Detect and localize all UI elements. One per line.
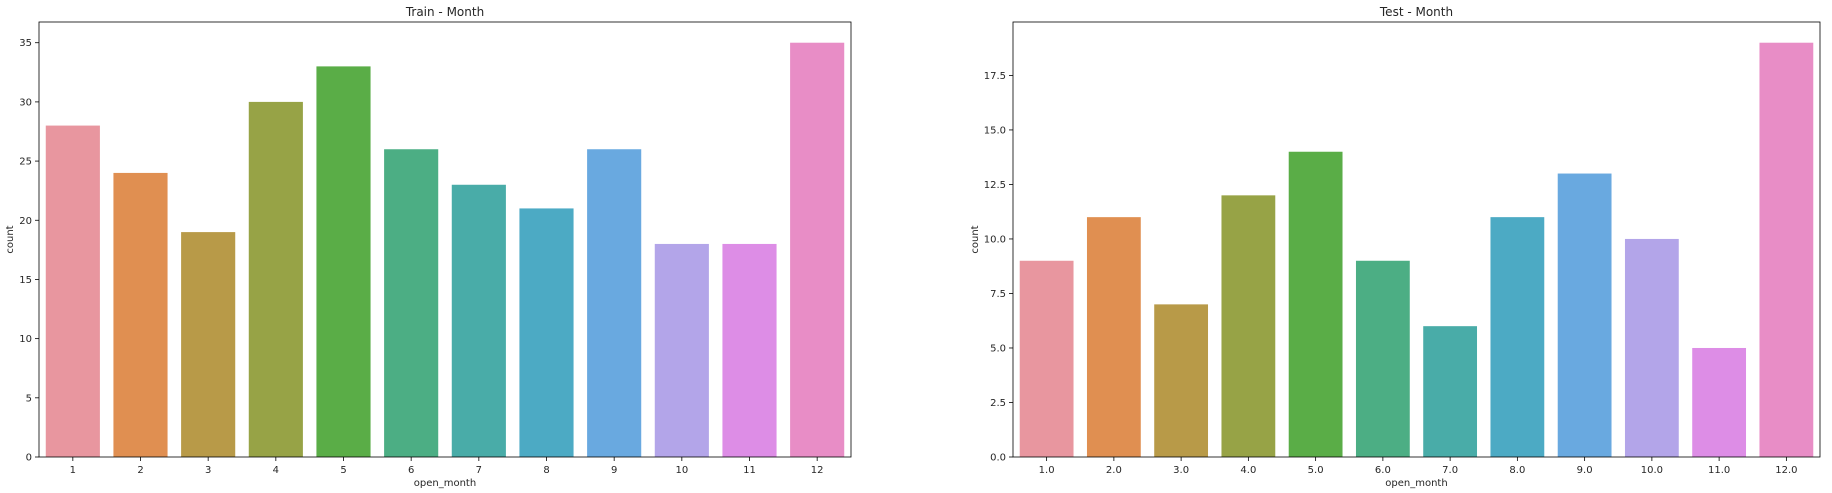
bar-8.0 bbox=[1490, 217, 1545, 457]
y-tick-label: 5.0 bbox=[990, 343, 1006, 354]
bar-5 bbox=[316, 66, 371, 457]
x-tick-label: 2.0 bbox=[1106, 465, 1122, 476]
bar-4.0 bbox=[1221, 195, 1276, 457]
y-tick-label: 0.0 bbox=[990, 453, 1006, 464]
x-tick-label: 12.0 bbox=[1775, 465, 1797, 476]
y-axis-label: count bbox=[5, 225, 16, 253]
bar-3 bbox=[181, 232, 236, 457]
x-tick-label: 11.0 bbox=[1708, 465, 1730, 476]
x-tick-label: 5.0 bbox=[1308, 465, 1324, 476]
x-tick-label: 2 bbox=[137, 465, 143, 476]
y-tick-label: 15 bbox=[19, 275, 32, 286]
y-tick-label: 10.0 bbox=[984, 234, 1006, 245]
bar-9 bbox=[587, 149, 642, 458]
bar-7.0 bbox=[1423, 326, 1478, 457]
bar-1 bbox=[45, 125, 100, 457]
y-tick-label: 5 bbox=[26, 393, 32, 404]
x-tick-label: 9 bbox=[611, 465, 617, 476]
y-axis-label: count bbox=[970, 225, 981, 253]
y-tick-label: 10 bbox=[19, 334, 32, 345]
x-tick-label: 4.0 bbox=[1240, 465, 1256, 476]
chart-title: Test - Month bbox=[1379, 5, 1453, 19]
bar-6.0 bbox=[1355, 260, 1410, 457]
y-tick-label: 35 bbox=[19, 38, 32, 49]
bar-11.0 bbox=[1692, 347, 1747, 457]
bar-5.0 bbox=[1288, 151, 1343, 458]
x-tick-label: 8.0 bbox=[1509, 465, 1525, 476]
y-tick-label: 2.5 bbox=[990, 398, 1006, 409]
bar-12.0 bbox=[1759, 42, 1814, 458]
x-tick-label: 5 bbox=[340, 465, 346, 476]
bar-4 bbox=[248, 101, 303, 458]
bar-9.0 bbox=[1557, 173, 1612, 458]
y-tick-label: 15.0 bbox=[984, 125, 1006, 136]
plot-frame bbox=[1012, 21, 1821, 458]
y-tick-label: 20 bbox=[19, 216, 32, 227]
x-tick-label: 4 bbox=[273, 465, 279, 476]
bar-10 bbox=[654, 243, 709, 457]
x-tick-label: 10.0 bbox=[1641, 465, 1663, 476]
y-tick-label: 7.5 bbox=[990, 289, 1006, 300]
x-tick-label: 8 bbox=[543, 465, 549, 476]
bar-2.0 bbox=[1086, 217, 1141, 457]
x-tick-label: 7.0 bbox=[1442, 465, 1458, 476]
x-tick-label: 3.0 bbox=[1173, 465, 1189, 476]
x-tick-label: 12 bbox=[811, 465, 824, 476]
x-tick-label: 6.0 bbox=[1375, 465, 1391, 476]
x-tick-label: 10 bbox=[675, 465, 688, 476]
y-tick-label: 25 bbox=[19, 157, 32, 168]
y-tick-label: 30 bbox=[19, 97, 32, 108]
bar-8 bbox=[519, 208, 574, 457]
bar-10.0 bbox=[1624, 238, 1679, 457]
y-tick-label: 0 bbox=[26, 453, 32, 464]
x-tick-label: 11 bbox=[743, 465, 756, 476]
chart-title: Train - Month bbox=[405, 5, 484, 19]
chart-panel-2: 0.0 2.5 5.0 7.5 10.0 12.5 15.0 17.5 1.0 2.0 3.0 4.0… bbox=[970, 5, 1821, 489]
x-tick-label: 7 bbox=[476, 465, 482, 476]
x-tick-label: 9.0 bbox=[1577, 465, 1593, 476]
x-tick-label: 1 bbox=[70, 465, 76, 476]
bar-1.0 bbox=[1019, 260, 1074, 457]
bar-6 bbox=[384, 149, 439, 458]
bar-3.0 bbox=[1154, 304, 1209, 457]
bar-7 bbox=[451, 184, 506, 457]
bar-11 bbox=[722, 243, 777, 457]
y-tick-label: 17.5 bbox=[984, 71, 1006, 82]
y-tick-label: 12.5 bbox=[984, 180, 1006, 191]
bar-12 bbox=[790, 42, 845, 458]
plot-frame bbox=[38, 21, 852, 458]
x-tick-label: 3 bbox=[205, 465, 211, 476]
x-tick-label: 1.0 bbox=[1039, 465, 1055, 476]
x-axis-label: open_month bbox=[414, 478, 476, 489]
x-axis-label: open_month bbox=[1385, 478, 1447, 489]
x-tick-label: 6 bbox=[408, 465, 414, 476]
bar-2 bbox=[113, 172, 168, 458]
